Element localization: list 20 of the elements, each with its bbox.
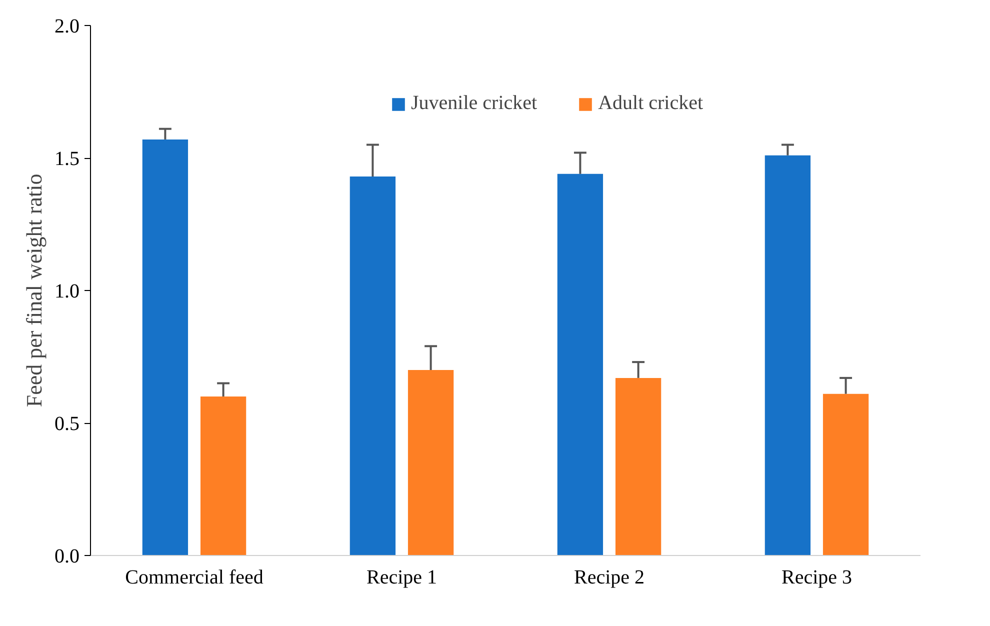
bar [350, 176, 396, 556]
bar [822, 394, 869, 556]
y-tick-label: 2.0 [54, 16, 80, 38]
bar [557, 174, 604, 556]
legend-label: Juvenile cricket [411, 92, 538, 115]
bar [408, 370, 454, 556]
y-axis-title: Feed per final weight ratio [22, 174, 46, 408]
bar [142, 139, 188, 556]
x-tick-label: Commercial feed [125, 566, 264, 588]
x-tick-label: Recipe 2 [574, 566, 645, 588]
y-tick-label: 1.0 [54, 280, 80, 302]
legend-label: Adult cricket [598, 92, 704, 115]
y-tick-label: 0.0 [54, 546, 80, 568]
bar [200, 396, 246, 556]
bar [615, 378, 662, 556]
bar [764, 155, 811, 556]
y-tick-label: 0.5 [54, 413, 80, 435]
x-tick-label: Recipe 3 [781, 566, 852, 588]
x-tick-label: Recipe 1 [366, 566, 438, 588]
y-tick-label: 1.5 [54, 148, 80, 170]
